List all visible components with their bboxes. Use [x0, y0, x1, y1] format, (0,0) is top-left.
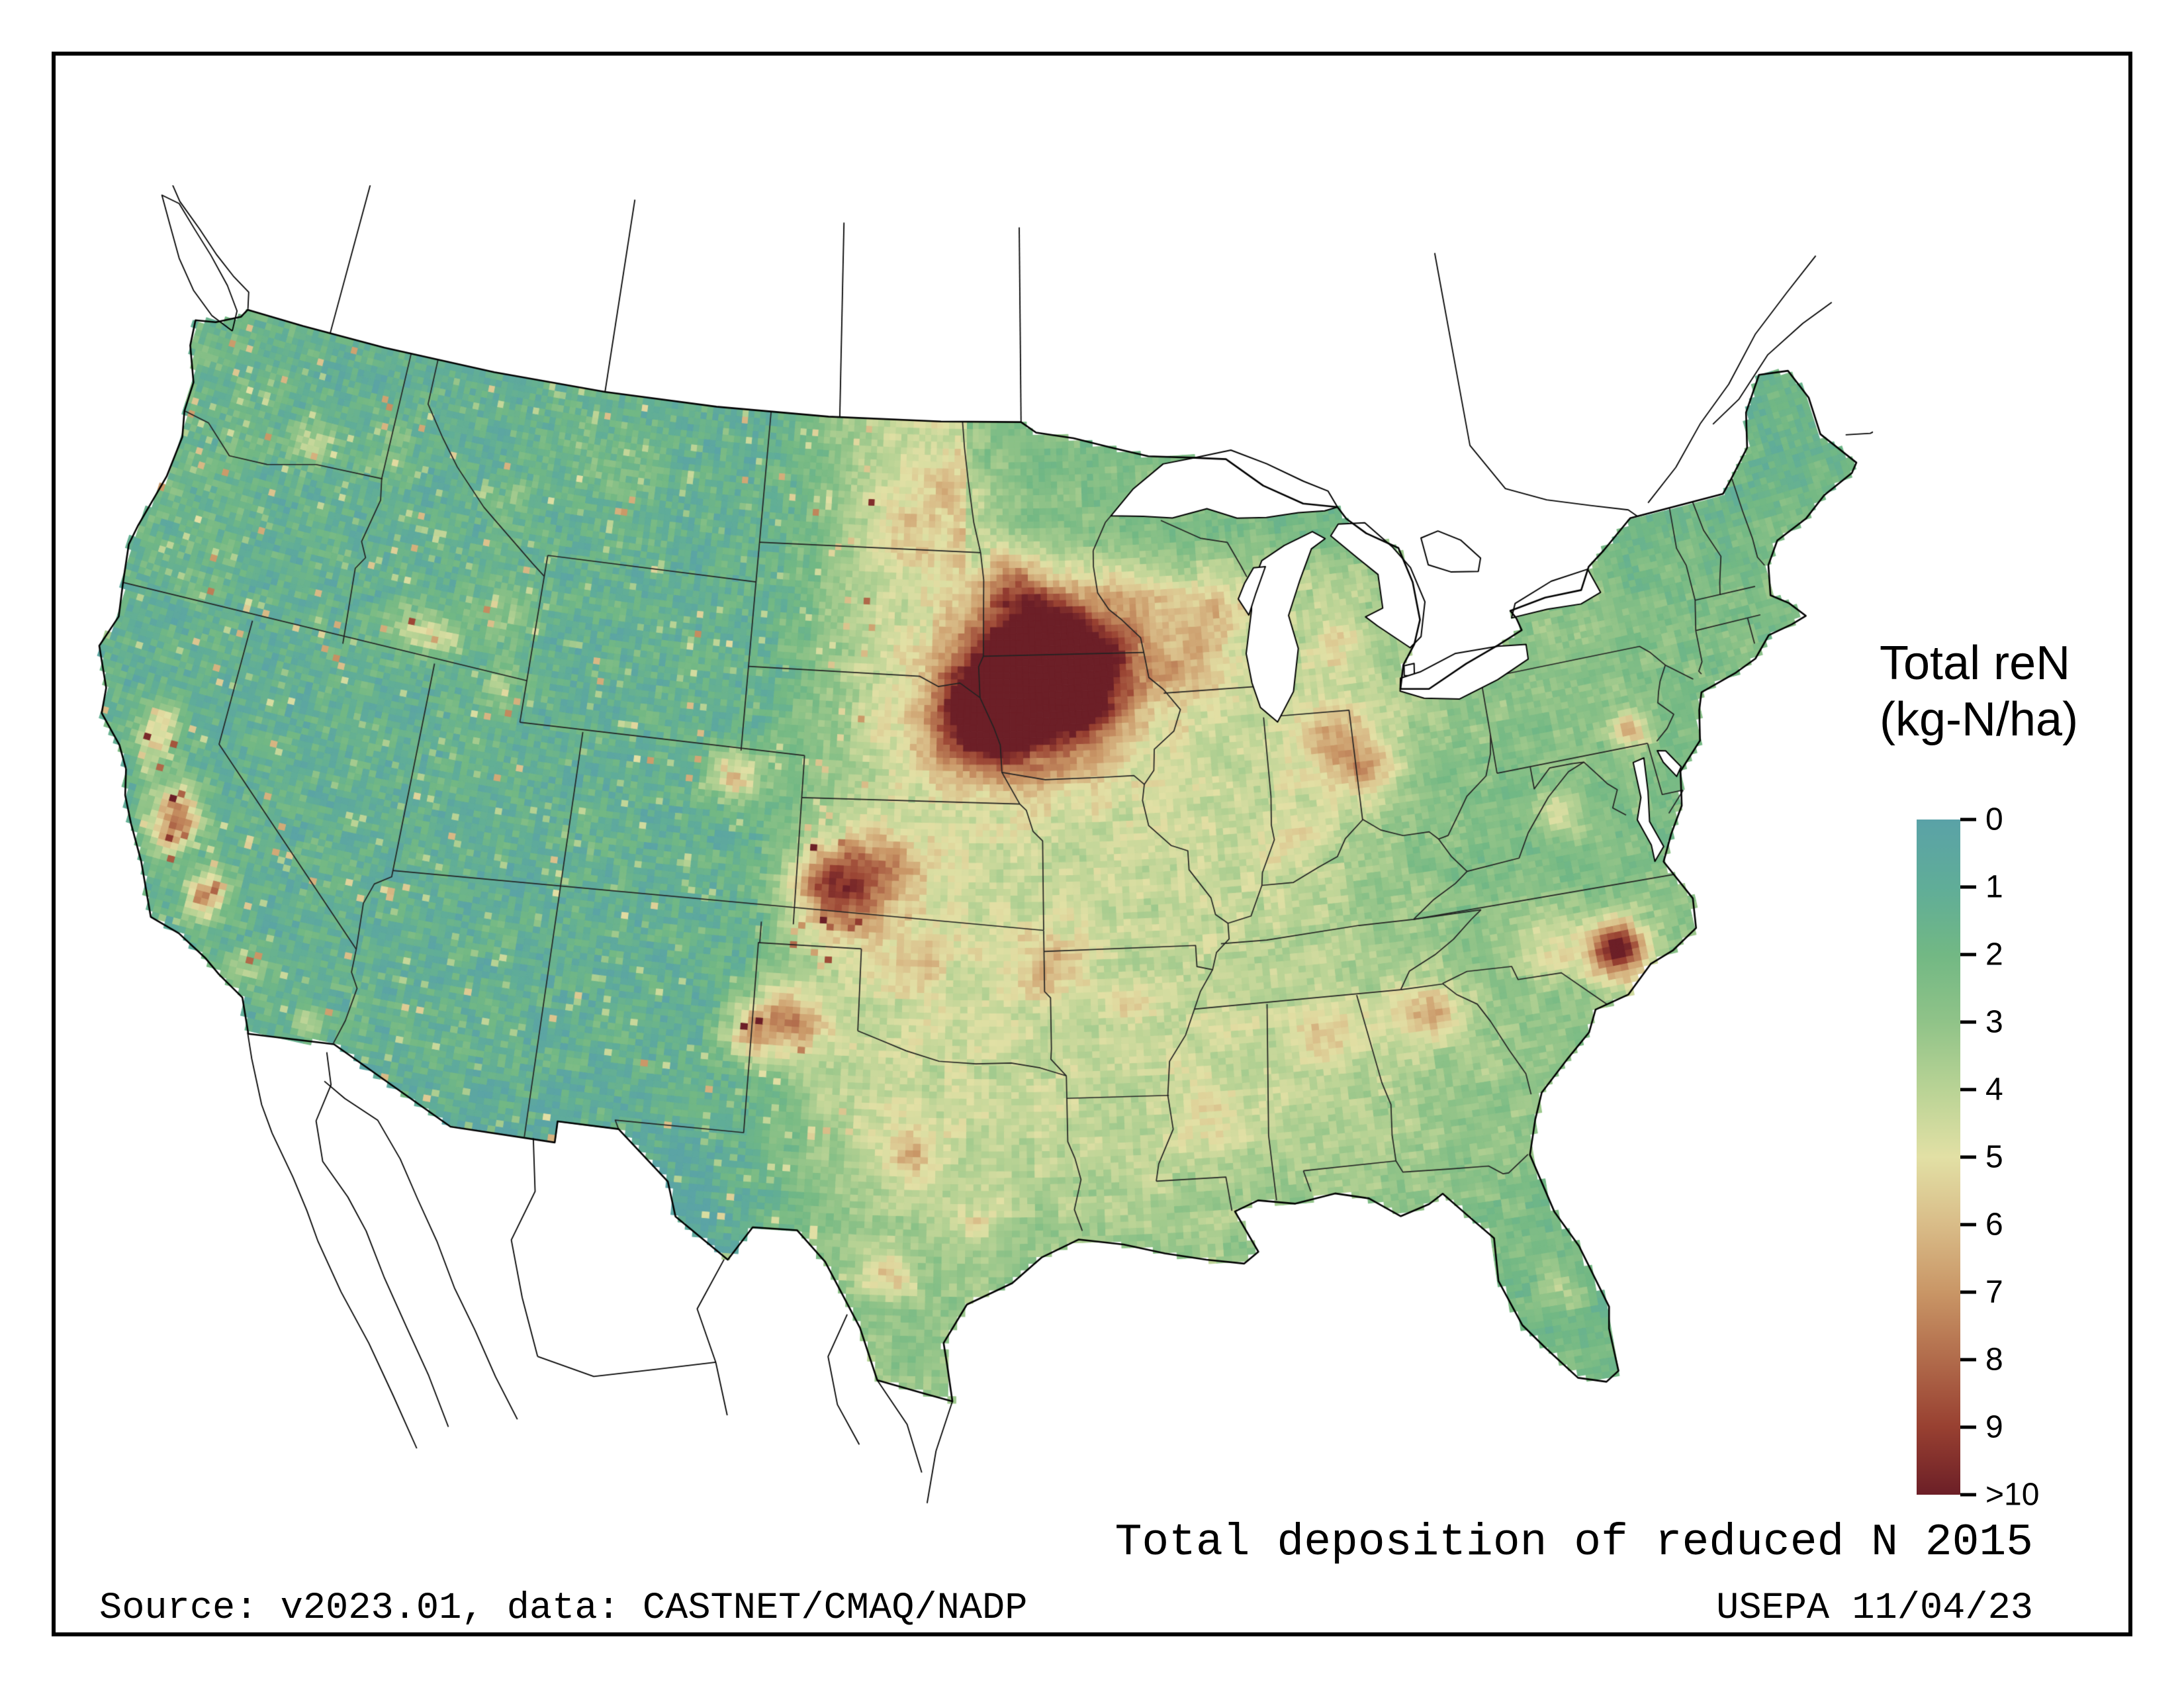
colorbar-tick: 0 — [1960, 802, 2003, 838]
legend-title-line2: (kg-N/ha) — [1880, 692, 2079, 746]
colorbar-tick: 7 — [1960, 1274, 2003, 1311]
colorbar-tick: 5 — [1960, 1139, 2003, 1176]
tick-dash-icon — [1960, 1425, 1976, 1429]
colorbar-tick: >10 — [1960, 1477, 2039, 1513]
tick-dash-icon — [1960, 1493, 1976, 1497]
tick-label: >10 — [1985, 1477, 2040, 1513]
tick-dash-icon — [1960, 1020, 1976, 1024]
tick-dash-icon — [1960, 953, 1976, 957]
tick-dash-icon — [1960, 1358, 1976, 1362]
colorbar-gradient — [1917, 820, 1960, 1495]
map-caption: Total deposition of reduced N 2015 — [1115, 1517, 2033, 1568]
tick-dash-icon — [1960, 1155, 1976, 1159]
colorbar-tick: 8 — [1960, 1342, 2003, 1378]
colorbar-tick: 9 — [1960, 1409, 2003, 1446]
legend-title-line1: Total reN — [1880, 637, 2071, 690]
figure-border — [52, 52, 2132, 1636]
tick-label: 7 — [1985, 1274, 2003, 1310]
colorbar-ticks: 0 1 2 3 4 5 6 7 8 9 >10 — [1960, 802, 2132, 1513]
tick-label: 0 — [1985, 802, 2003, 837]
tick-dash-icon — [1960, 818, 1976, 821]
legend-title: Total reN (kg-N/ha) — [1880, 635, 2158, 748]
tick-dash-icon — [1960, 1290, 1976, 1294]
source-note: Source: v2023.01, data: CASTNET/CMAQ/NAD… — [99, 1587, 1028, 1630]
colorbar-tick: 3 — [1960, 1004, 2003, 1041]
tick-label: 3 — [1985, 1004, 2003, 1040]
tick-label: 4 — [1985, 1072, 2003, 1107]
colorbar-tick: 1 — [1960, 869, 2003, 906]
tick-label: 5 — [1985, 1139, 2003, 1175]
tick-label: 6 — [1985, 1207, 2003, 1243]
tick-dash-icon — [1960, 1223, 1976, 1227]
tick-dash-icon — [1960, 885, 1976, 889]
colorbar-tick: 2 — [1960, 937, 2003, 973]
tick-label: 8 — [1985, 1342, 2003, 1378]
tick-dash-icon — [1960, 1088, 1976, 1092]
colorbar-tick: 4 — [1960, 1072, 2003, 1108]
colorbar-legend: Total reN (kg-N/ha) 0 1 2 3 4 5 6 7 8 9 >10 — [1880, 635, 2158, 1513]
tick-label: 9 — [1985, 1409, 2003, 1445]
tick-label: 2 — [1985, 937, 2003, 972]
agency-date-note: USEPA 11/04/23 — [1716, 1587, 2033, 1630]
colorbar-tick: 6 — [1960, 1207, 2003, 1243]
tick-label: 1 — [1985, 869, 2003, 905]
